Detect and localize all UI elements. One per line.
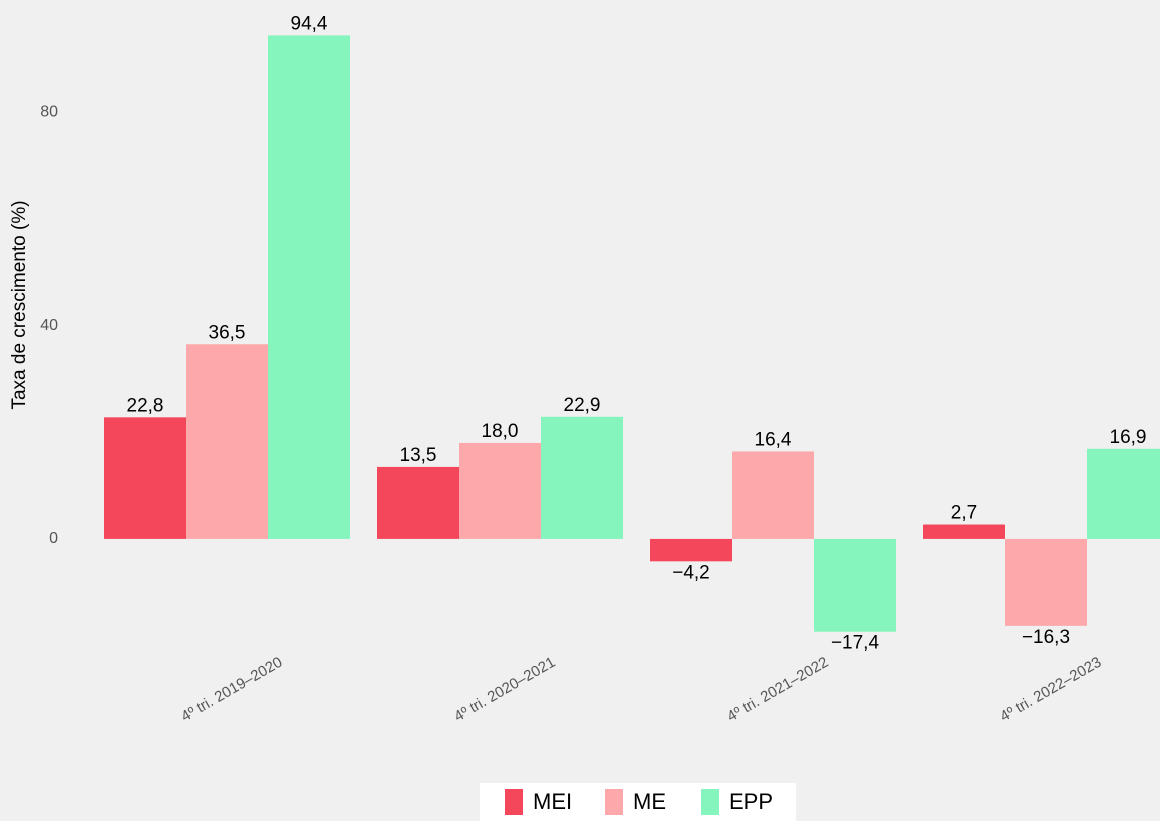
value-label: 22,9 [564, 395, 601, 416]
legend-label: EPP [729, 789, 773, 814]
legend-swatch [505, 789, 523, 815]
value-label: 13,5 [400, 445, 437, 466]
value-label: 36,5 [209, 322, 246, 343]
value-label: 2,7 [951, 503, 977, 524]
legend-swatch [605, 789, 623, 815]
legend-label: ME [633, 789, 666, 814]
legend-swatch [701, 789, 719, 815]
value-label: 94,4 [291, 13, 328, 34]
legend-box [480, 783, 796, 821]
value-label: 22,8 [127, 395, 164, 416]
bar [186, 344, 268, 539]
bar [814, 538, 896, 632]
value-label: 16,4 [755, 429, 792, 450]
bar [268, 35, 350, 539]
value-label: −16,3 [1022, 627, 1070, 648]
value-label: 16,9 [1110, 427, 1147, 448]
bar [732, 451, 814, 539]
bar [541, 416, 623, 539]
bar [1087, 448, 1160, 539]
y-tick-label: 80 [40, 103, 58, 120]
value-label: −4,2 [672, 562, 710, 583]
bar [459, 442, 541, 539]
value-label: −17,4 [831, 633, 880, 654]
legend-label: MEI [533, 789, 572, 814]
y-tick-label: 40 [40, 317, 58, 334]
bar [377, 466, 459, 539]
bar [104, 417, 186, 539]
y-axis-label: Taxa de crescimento (%) [9, 200, 30, 409]
value-label: 18,0 [482, 421, 519, 442]
y-tick-label: 0 [49, 530, 58, 547]
bar [1005, 538, 1087, 626]
bar [923, 524, 1005, 539]
bar [650, 538, 732, 562]
